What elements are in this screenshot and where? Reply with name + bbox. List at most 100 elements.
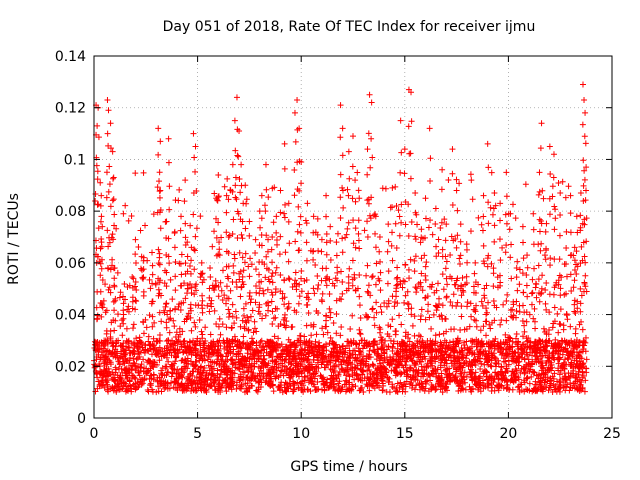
data-point — [192, 283, 199, 290]
data-point — [467, 300, 474, 307]
data-point — [349, 367, 356, 374]
data-point — [207, 300, 214, 307]
data-point — [188, 289, 195, 296]
data-point — [201, 365, 208, 372]
data-point — [235, 210, 242, 217]
data-point — [524, 264, 531, 271]
data-point — [292, 238, 299, 245]
data-point — [192, 302, 199, 309]
data-point — [446, 378, 453, 385]
data-point — [122, 202, 129, 209]
data-point — [106, 163, 113, 170]
data-point — [104, 337, 111, 344]
data-point — [180, 338, 187, 345]
data-point — [184, 268, 191, 275]
data-point — [333, 297, 340, 304]
data-point — [535, 262, 542, 269]
data-point — [448, 233, 455, 240]
data-point — [184, 239, 191, 246]
data-point — [418, 363, 425, 370]
data-point — [372, 244, 379, 251]
data-point — [296, 247, 303, 254]
data-point — [457, 387, 464, 394]
data-point — [163, 269, 170, 276]
chart-title: Day 051 of 2018, Rate Of TEC Index for r… — [163, 19, 536, 35]
data-point — [364, 382, 371, 389]
data-point — [250, 329, 257, 336]
data-point — [369, 154, 376, 161]
data-point — [346, 265, 353, 272]
data-point — [162, 303, 169, 310]
data-point — [106, 239, 113, 246]
data-point — [140, 169, 147, 176]
data-point — [441, 351, 448, 358]
data-point — [546, 309, 553, 316]
data-point — [509, 358, 516, 365]
data-point — [375, 346, 382, 353]
data-point — [126, 282, 133, 289]
data-point — [236, 249, 243, 256]
x-tick-label: 15 — [396, 426, 414, 442]
data-point — [289, 367, 296, 374]
data-point — [273, 340, 280, 347]
data-point — [295, 300, 302, 307]
data-point — [163, 218, 170, 225]
data-point — [192, 384, 199, 391]
data-point — [318, 236, 325, 243]
data-point — [168, 373, 175, 380]
data-point — [546, 143, 553, 150]
data-point — [343, 372, 350, 379]
data-point — [167, 340, 174, 347]
data-point — [182, 242, 189, 249]
data-point — [581, 96, 588, 103]
data-point — [483, 305, 490, 312]
data-point — [357, 358, 364, 365]
data-point — [427, 217, 434, 224]
data-point — [471, 270, 478, 277]
data-point — [567, 380, 574, 387]
data-point — [249, 383, 256, 390]
data-point — [229, 279, 236, 286]
data-point — [206, 285, 213, 292]
data-point — [259, 315, 266, 322]
data-point — [303, 277, 310, 284]
data-point — [345, 148, 352, 155]
data-point — [463, 360, 470, 367]
data-point — [575, 339, 582, 346]
data-point — [523, 318, 530, 325]
data-point — [248, 261, 255, 268]
data-point — [188, 382, 195, 389]
data-point — [149, 313, 156, 320]
data-point — [132, 306, 139, 313]
data-point — [481, 285, 488, 292]
data-point — [505, 336, 512, 343]
data-point — [342, 234, 349, 241]
data-point — [304, 367, 311, 374]
data-point — [236, 366, 243, 373]
data-point — [283, 346, 290, 353]
data-point — [331, 381, 338, 388]
data-point — [345, 280, 352, 287]
data-point — [389, 381, 396, 388]
data-point — [337, 332, 344, 339]
data-point — [109, 148, 116, 155]
data-point — [164, 380, 171, 387]
data-point — [119, 369, 126, 376]
data-point — [352, 351, 359, 358]
data-point — [484, 309, 491, 316]
data-point — [536, 188, 543, 195]
data-point — [523, 351, 530, 358]
data-point — [102, 281, 109, 288]
data-point — [215, 293, 222, 300]
data-point — [184, 385, 191, 392]
data-point — [224, 371, 231, 378]
data-point — [169, 362, 176, 369]
data-point — [356, 293, 363, 300]
data-point — [323, 282, 330, 289]
data-point — [277, 382, 284, 389]
data-point — [364, 313, 371, 320]
data-point — [542, 339, 549, 346]
data-point — [490, 379, 497, 386]
data-point — [361, 337, 368, 344]
data-point — [112, 378, 119, 385]
